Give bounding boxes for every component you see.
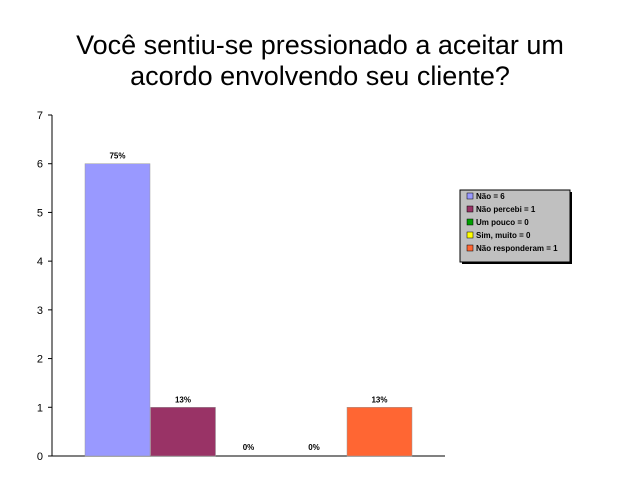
data-label-1: 75% (109, 152, 125, 161)
y-tick-label: 2 (37, 354, 43, 366)
legend-swatch-4 (466, 231, 474, 239)
y-tick-label: 4 (37, 256, 43, 268)
y-tick-label: 7 (37, 110, 43, 122)
data-label-2: 13% (175, 395, 191, 404)
data-label-4: 0% (308, 443, 320, 452)
legend-swatch-2 (466, 205, 474, 213)
legend-entry-5: Não responderam = 1 (476, 244, 558, 253)
bar-1 (84, 163, 151, 457)
y-tick-label: 6 (37, 159, 43, 171)
y-tick-label: 1 (37, 402, 43, 414)
y-tick-label: 0 (37, 451, 43, 463)
legend-entry-4: Sim, muito = 0 (476, 231, 531, 240)
data-label-3: 0% (243, 443, 255, 452)
chart-title-line-1: Você sentiu-se pressionado a aceitar um (76, 30, 564, 60)
bar-5 (346, 407, 413, 457)
legend-swatch-1 (466, 192, 474, 200)
bar-2 (150, 407, 216, 457)
chart-title-line-2: acordo envolvendo seu cliente? (130, 61, 510, 91)
y-tick-label: 3 (37, 305, 43, 317)
legend-swatch-3 (466, 218, 474, 226)
legend-entry-3: Um pouco = 0 (476, 218, 529, 227)
y-tick-label: 5 (37, 207, 43, 219)
legend-swatch-5 (466, 244, 474, 252)
chart-title: Você sentiu-se pressionado a aceitar um … (0, 30, 640, 92)
data-label-5: 13% (371, 395, 387, 404)
legend-entry-1: Não = 6 (476, 192, 505, 201)
legend-box (459, 189, 571, 263)
legend-entry-2: Não percebi = 1 (476, 205, 536, 214)
